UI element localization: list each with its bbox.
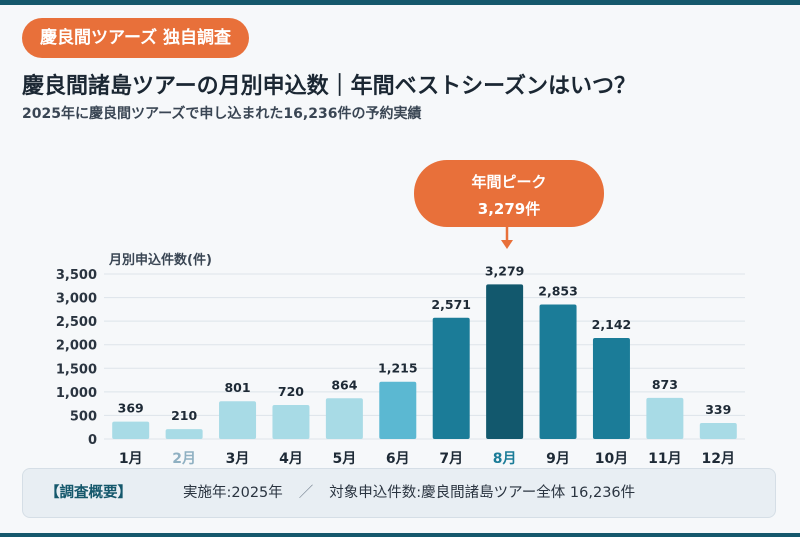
summary-separator: ／ (298, 485, 314, 501)
y-axis-label: 月別申込件数(件) (109, 253, 212, 268)
page-subtitle: 2025年に慶良間ツアーズで申し込まれた16,236件の予約実績 (22, 106, 422, 122)
category-label: 10月 (595, 451, 628, 467)
category-label: 1月 (119, 451, 143, 467)
category-label: 6月 (386, 451, 410, 467)
value-label: 2,853 (538, 284, 578, 299)
top-accent-bar (0, 0, 800, 5)
bottom-accent-bar (0, 533, 800, 537)
value-label: 801 (224, 380, 250, 395)
y-tick-label: 1,500 (56, 362, 97, 377)
bar-4 (272, 405, 310, 439)
summary-body: 実施年:2025年 ／ 対象申込件数:慶良間諸島ツアー全体 16,236件 (183, 469, 635, 517)
y-tick-label: 3,000 (56, 292, 97, 307)
peak-arrow-icon (501, 227, 513, 249)
y-tick-label: 0 (88, 433, 97, 448)
category-label: 8月 (493, 451, 517, 467)
category-label: 2月 (172, 451, 196, 467)
category-label: 4月 (279, 451, 303, 467)
value-label: 873 (652, 377, 678, 392)
bar-9 (539, 304, 577, 439)
value-label: 2,571 (431, 297, 471, 312)
value-label: 2,142 (592, 317, 632, 332)
bar-6 (379, 381, 417, 439)
bar-10 (592, 338, 630, 439)
peak-callout-value: 3,279件 (477, 200, 541, 218)
monthly-bar-chart: 0 500 1,000 1,500 2,000 2,500 3,000 3,500 369 1月 2… (56, 263, 745, 467)
value-label: 369 (118, 401, 144, 416)
bar-2 (165, 429, 203, 439)
bar-3 (219, 401, 257, 439)
bar-8 (486, 284, 524, 439)
summary-heading: 【調査概要】 (45, 485, 132, 501)
category-label: 11月 (648, 451, 681, 467)
value-label: 720 (278, 384, 304, 399)
y-tick-label: 3,500 (56, 268, 97, 283)
bar-1 (112, 421, 150, 439)
category-label: 7月 (439, 451, 463, 467)
y-tick-label: 2,000 (56, 339, 97, 354)
page-title: 慶良間諸島ツアーの月別申込数｜年間ベストシーズンはいつ？ (22, 74, 637, 99)
value-label: 339 (705, 402, 731, 417)
summary-target: 対象申込件数:慶良間諸島ツアー全体 16,236件 (329, 485, 636, 501)
category-label: 3月 (226, 451, 250, 467)
survey-summary: 【調査概要】 実施年:2025年 ／ 対象申込件数:慶良間諸島ツアー全体 16,23… (22, 468, 776, 518)
value-label: 210 (171, 408, 197, 423)
bar-5 (325, 398, 363, 439)
survey-badge: 慶良間ツアーズ 独自調査 (22, 18, 250, 58)
peak-callout-label: 年間ピーク (471, 173, 547, 191)
peak-callout: 年間ピーク 3,279件 (414, 160, 604, 227)
category-label: 5月 (333, 451, 357, 467)
value-label: 864 (331, 377, 357, 392)
value-label: 1,215 (378, 361, 418, 376)
category-label: 9月 (546, 451, 570, 467)
summary-year: 実施年:2025年 (183, 485, 283, 501)
value-label: 3,279 (485, 263, 525, 278)
bar-7 (432, 317, 470, 439)
y-tick-label: 500 (70, 409, 97, 424)
category-label: 12月 (702, 451, 735, 467)
y-tick-label: 2,500 (56, 315, 97, 330)
y-tick-label: 1,000 (56, 386, 97, 401)
bar-11 (646, 397, 684, 439)
bar-12 (699, 423, 737, 439)
